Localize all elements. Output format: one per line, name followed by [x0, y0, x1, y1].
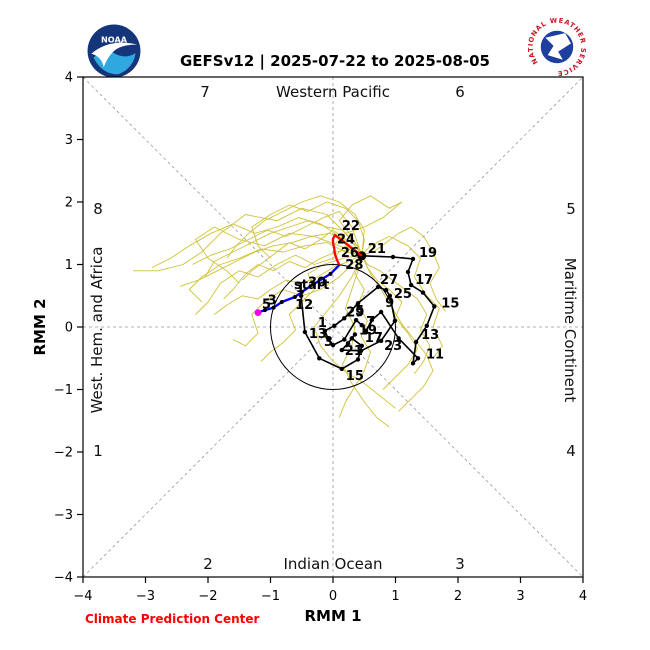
start-label: start: [294, 278, 329, 293]
svg-text:5: 5: [355, 304, 364, 319]
svg-text:13: 13: [309, 327, 327, 342]
svg-text:3: 3: [516, 589, 524, 604]
svg-text:25: 25: [394, 287, 412, 302]
svg-text:2: 2: [65, 196, 73, 211]
svg-text:1: 1: [296, 281, 305, 296]
svg-text:−3: −3: [54, 508, 73, 523]
phase-label-6: 6: [455, 83, 465, 101]
nws-logo: NATIONAL WEATHER SERVICE: [528, 18, 586, 76]
svg-text:3: 3: [324, 335, 333, 350]
nws-lightning-icon: [545, 33, 571, 60]
forecast-week1-line: [331, 233, 363, 266]
svg-text:28: 28: [345, 258, 363, 273]
svg-text:2: 2: [454, 589, 462, 604]
svg-text:19: 19: [359, 324, 377, 339]
svg-text:0: 0: [329, 589, 337, 604]
svg-text:29: 29: [346, 305, 364, 320]
svg-text:24: 24: [337, 233, 355, 248]
phase-label-5: 5: [566, 200, 576, 218]
svg-text:−1: −1: [261, 589, 280, 604]
svg-text:15: 15: [346, 369, 364, 384]
noaa-logo: NOAA: [87, 24, 141, 78]
svg-text:−4: −4: [54, 571, 73, 586]
observed-track: [298, 251, 437, 372]
noaa-logo-text: NOAA: [101, 34, 128, 44]
svg-text:−2: −2: [198, 589, 217, 604]
svg-text:30: 30: [308, 276, 326, 291]
svg-text:7: 7: [366, 315, 375, 330]
svg-text:1: 1: [318, 316, 327, 331]
x-axis-label: RMM 1: [304, 607, 362, 625]
svg-text:12: 12: [295, 298, 313, 313]
svg-text:−4: −4: [73, 589, 92, 604]
svg-text:−3: −3: [136, 589, 155, 604]
svg-text:21: 21: [368, 242, 386, 257]
svg-text:19: 19: [419, 246, 437, 261]
svg-text:−2: −2: [54, 446, 73, 461]
forecast-week2-line: [254, 264, 341, 316]
region-label-indian-ocean: Indian Ocean: [283, 555, 383, 573]
svg-text:22: 22: [342, 219, 360, 234]
svg-text:3: 3: [268, 294, 277, 309]
svg-text:1: 1: [391, 589, 399, 604]
phase-label-8: 8: [93, 200, 103, 218]
unit-circle: [270, 264, 396, 390]
axis-ticks: [77, 76, 584, 583]
phase-label-1: 1: [93, 442, 103, 460]
region-label-western-pacific: Western Pacific: [276, 83, 390, 101]
phase-label-3: 3: [455, 555, 465, 573]
y-axis-label: RMM 2: [31, 298, 49, 356]
svg-text:15: 15: [441, 296, 459, 311]
phase-label-4: 4: [566, 442, 576, 460]
phase-label-2: 2: [203, 555, 213, 573]
svg-text:9: 9: [385, 296, 394, 311]
svg-text:27: 27: [380, 273, 398, 288]
region-label-west-hem-africa: West. Hem. and Africa: [88, 246, 106, 414]
svg-text:17: 17: [415, 273, 433, 288]
svg-text:17: 17: [365, 331, 383, 346]
svg-text:4: 4: [579, 589, 587, 604]
page-title: GEFSv12 | 2025-07-22 to 2025-08-05: [180, 52, 490, 70]
svg-text:11: 11: [426, 347, 444, 362]
noaa-seagull-icon: [91, 42, 138, 68]
svg-text:3: 3: [65, 133, 73, 148]
phase-label-7: 7: [200, 83, 210, 101]
svg-text:23: 23: [384, 339, 402, 354]
quadrant-guides: [82, 76, 584, 578]
svg-text:1: 1: [65, 258, 73, 273]
svg-text:−1: −1: [54, 383, 73, 398]
forecast-end-marker: [254, 309, 262, 316]
svg-text:21: 21: [345, 344, 363, 359]
credit-text: Climate Prediction Center: [85, 612, 260, 626]
region-label-maritime-continent: Maritime Continent: [561, 257, 579, 403]
svg-text:5: 5: [262, 298, 271, 313]
svg-text:26: 26: [341, 246, 359, 261]
svg-text:0: 0: [65, 321, 73, 336]
svg-text:4: 4: [65, 71, 73, 86]
svg-text:13: 13: [421, 328, 439, 343]
